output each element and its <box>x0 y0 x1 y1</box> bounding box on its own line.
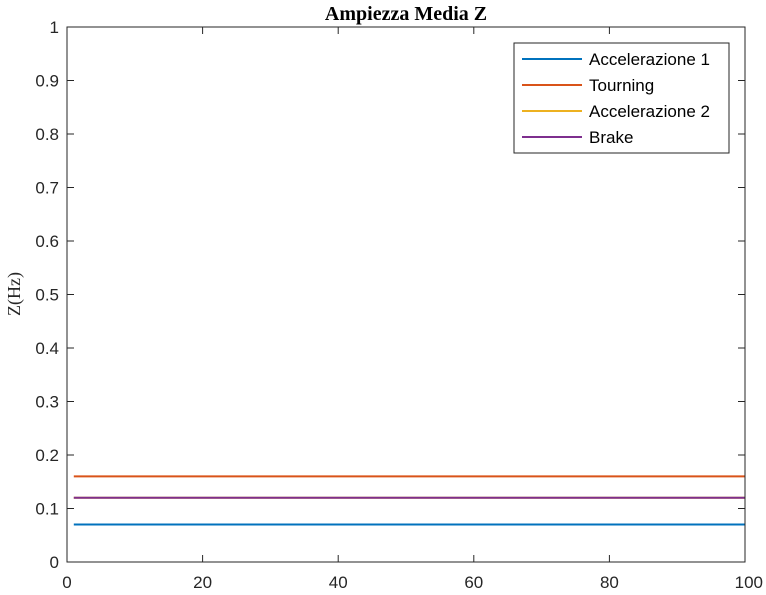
chart-title: Ampiezza Media Z <box>325 3 487 25</box>
y-tick-label: 0 <box>50 553 59 572</box>
legend: Accelerazione 1 Tourning Accelerazione 2 Br… <box>513 42 730 154</box>
y-tick-label: 0.9 <box>35 72 59 91</box>
y-tick-label: 0.2 <box>35 446 59 465</box>
x-tick-label: 80 <box>600 573 619 592</box>
x-tick-label: 60 <box>464 573 483 592</box>
x-tick-label: 0 <box>62 573 71 592</box>
y-tick-label: 0.6 <box>35 232 59 251</box>
legend-label: Tourning <box>589 76 654 95</box>
y-tick-label: 0.5 <box>35 286 59 305</box>
legend-label: Accelerazione 2 <box>589 102 710 121</box>
y-tick-label: 0.3 <box>35 393 59 412</box>
ticks-layer: 0 0.1 0.2 0.3 0.4 0.5 0.6 0.7 0.8 0.9 1 0 20 40 60 80 10… <box>35 18 763 592</box>
plot-frame <box>66 26 746 563</box>
x-tick-label: 40 <box>329 573 348 592</box>
y-tick-label: 0.1 <box>35 500 59 519</box>
y-tick-label: 0.4 <box>35 339 59 358</box>
y-tick-label: 0.7 <box>35 179 59 198</box>
series-layer <box>73 475 745 526</box>
y-tick-label: 0.8 <box>35 125 59 144</box>
legend-label: Accelerazione 1 <box>589 50 710 69</box>
y-tick-label: 1 <box>50 18 59 37</box>
legend-label: Brake <box>589 128 633 147</box>
x-tick-label: 20 <box>193 573 212 592</box>
legend-box <box>513 42 730 154</box>
y-axis-label: Z(Hz) <box>4 272 25 316</box>
x-tick-label: 100 <box>735 573 763 592</box>
